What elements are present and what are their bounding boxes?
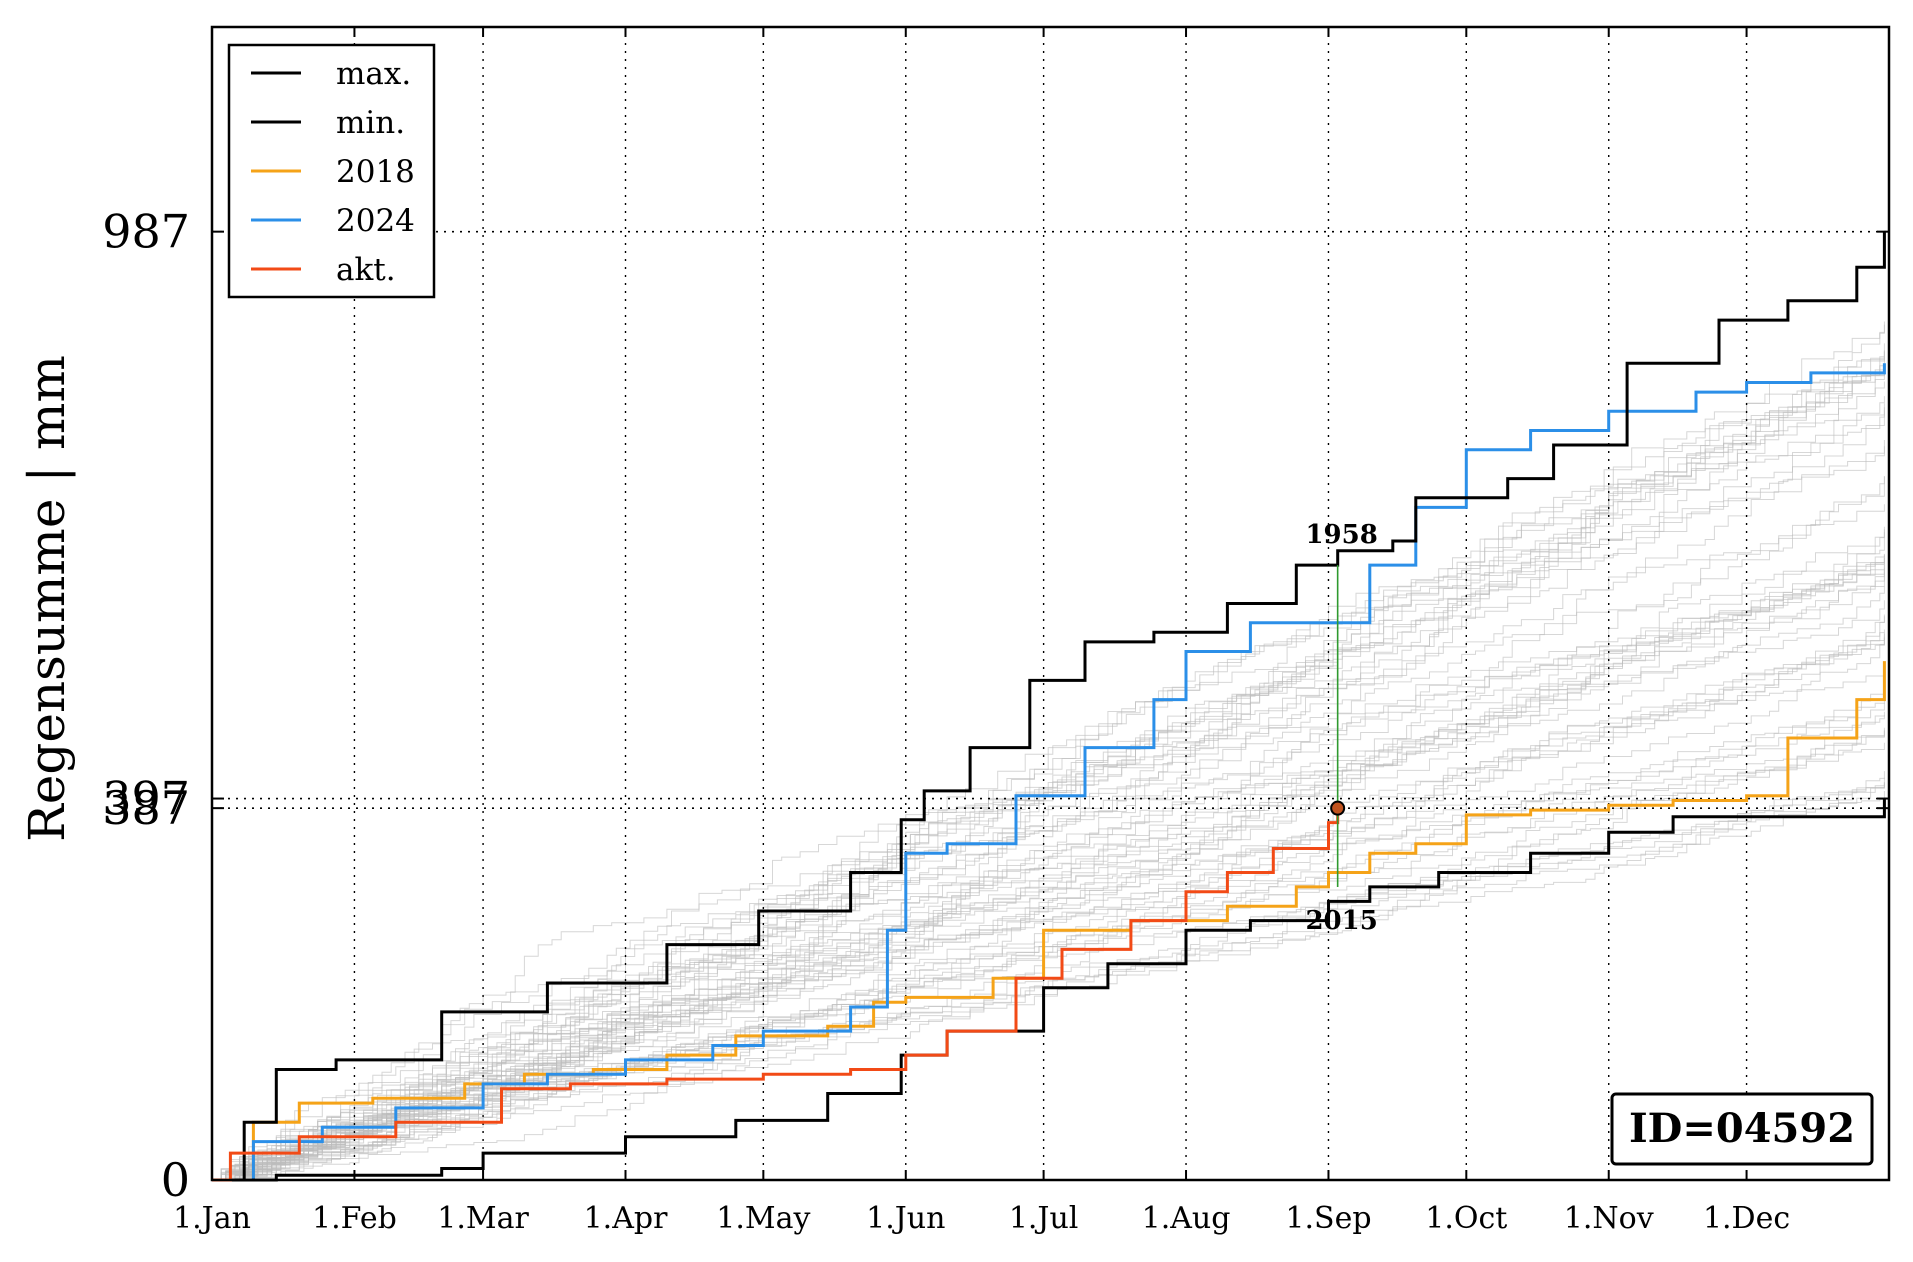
background-year-line [212, 476, 1885, 1181]
background-year-line [212, 403, 1885, 1181]
background-year-line [212, 366, 1885, 1181]
background-year-line [212, 554, 1885, 1181]
legend-label: 2018 [336, 154, 415, 190]
series-line-2024 [212, 363, 1886, 1182]
legend-label: min. [336, 105, 405, 141]
background-year-line [212, 410, 1885, 1181]
series-line-min [212, 798, 1886, 1182]
legend-label: akt. [336, 252, 396, 288]
x-tick-label: 1.Dec [1703, 1201, 1790, 1236]
x-tick-label: 1.Apr [584, 1201, 668, 1236]
background-year-line [212, 324, 1885, 1181]
id-box-frame [1610, 1092, 1874, 1166]
x-tick-label: 1.Mar [437, 1201, 529, 1236]
x-tick-label: 1.Oct [1425, 1201, 1507, 1236]
x-tick-label: 1.Jul [1009, 1201, 1079, 1236]
plot-frame [210, 25, 1891, 1182]
background-year-line [212, 476, 1885, 1181]
x-tick-label: 1.Jan [173, 1201, 251, 1236]
series-line-2018 [212, 661, 1886, 1182]
series-line-max [212, 231, 1886, 1182]
y-tick-label: 0 [161, 1153, 190, 1207]
reference-lines [212, 230, 1889, 809]
y-tick-label: 987 [102, 205, 190, 259]
y-tick-label: 387 [102, 781, 190, 835]
background-year-line [212, 363, 1885, 1181]
background-year-line [212, 557, 1885, 1181]
x-tick-label: 1.Jun [866, 1201, 945, 1236]
y-axis-label: Regensumme | mm [18, 355, 76, 842]
background-year-line [212, 558, 1885, 1181]
y-tick-label: 397 [102, 772, 190, 826]
background-year-line [212, 771, 1885, 1181]
background-year-line [212, 565, 1885, 1181]
x-tick-label: 1.Sep [1285, 1201, 1371, 1236]
axes: 1.Jan 1.Feb 1.Mar 1.Apr 1.May 1.Jun 1.Jul 1.Aug… [18, 25, 1891, 1236]
id-box: ID=04592 [1610, 1092, 1874, 1166]
annotation-label: 1958 [1305, 520, 1377, 550]
series-line-akt [212, 808, 1340, 1182]
series-lines [212, 231, 1886, 1182]
x-tick-label: 1.Feb [312, 1201, 397, 1236]
id-label: ID=04592 [1629, 1105, 1855, 1152]
background-year-line [212, 381, 1885, 1181]
background-year-line [212, 638, 1885, 1181]
overlay: 1958 2015 [1305, 520, 1377, 936]
current-value-marker [1330, 800, 1346, 816]
background-year-line [212, 711, 1885, 1181]
background-year-line [212, 553, 1885, 1181]
x-tick-label: 1.Nov [1564, 1201, 1654, 1236]
legend-label: max. [336, 56, 411, 92]
legend-label: 2024 [336, 203, 415, 239]
legend: max. min. 2018 2024 akt. [227, 43, 436, 299]
background-year-line [212, 504, 1885, 1181]
x-tick-label: 1.Aug [1142, 1201, 1231, 1236]
x-tick-label: 1.May [716, 1201, 810, 1236]
background-year-lines [212, 321, 1885, 1181]
background-year-line [212, 357, 1885, 1181]
background-year-line [212, 561, 1885, 1181]
background-year-line [212, 343, 1885, 1181]
annotation-label: 2015 [1305, 906, 1377, 936]
